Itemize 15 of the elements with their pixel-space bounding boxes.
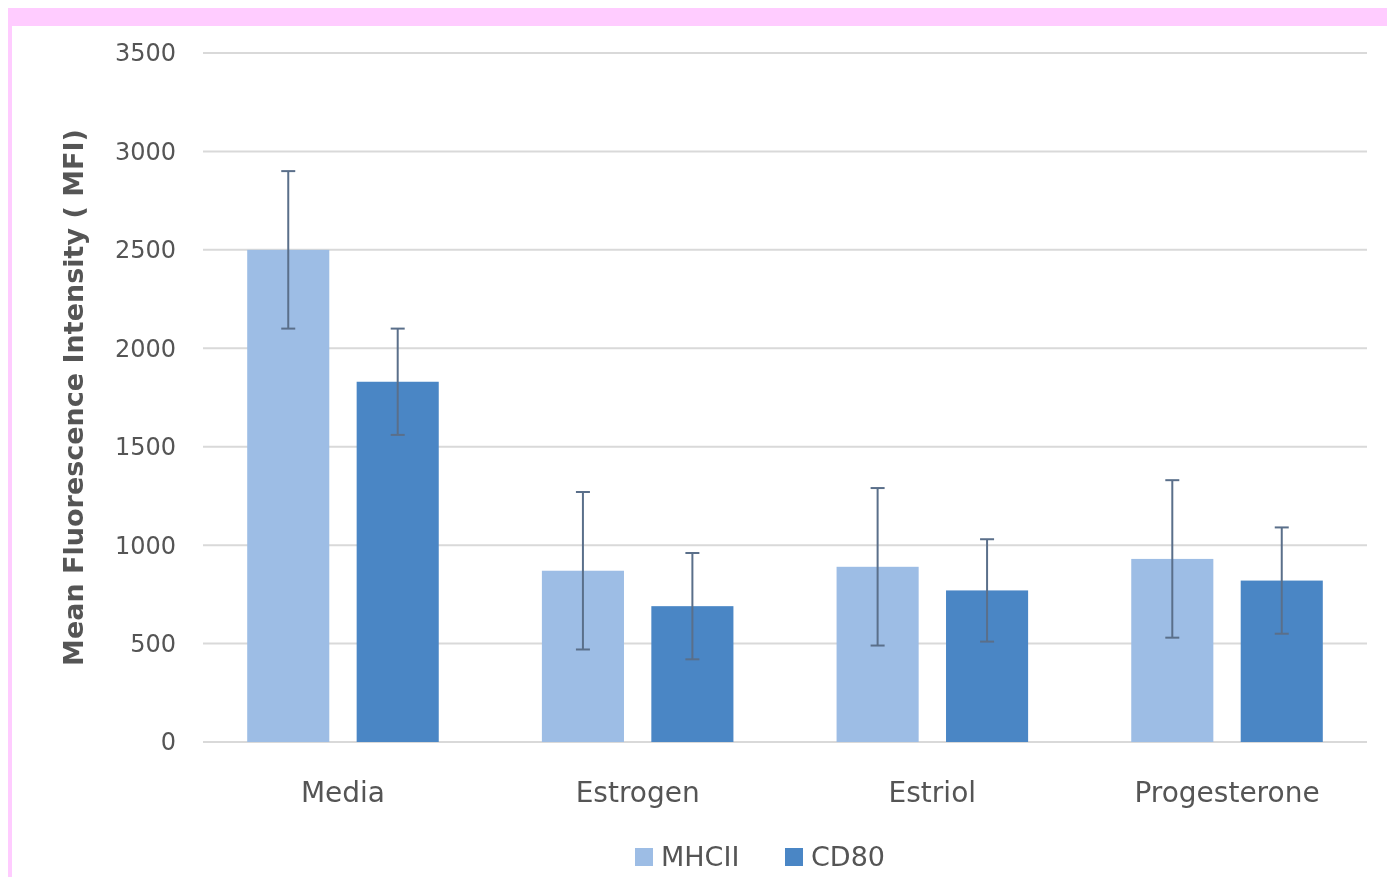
y-tick-label: 1000 <box>114 531 176 560</box>
x-tick-label: Estrogen <box>575 776 700 809</box>
x-tick-label: Estriol <box>888 776 977 809</box>
x-tick-label: Progesterone <box>1134 776 1320 809</box>
legend-label: MHCII <box>661 841 740 873</box>
y-tick-label: 500 <box>130 629 176 658</box>
legend-label: CD80 <box>811 841 885 873</box>
y-tick-label: 1500 <box>114 433 176 462</box>
y-tick-label: 3000 <box>114 137 176 166</box>
y-axis-title: Mean Fluorescence Intensity ( MFI) <box>58 129 89 666</box>
y-tick-label: 2500 <box>114 236 176 265</box>
x-tick-label: Media <box>300 776 386 809</box>
y-tick-label: 3500 <box>114 39 176 68</box>
y-tick-label: 2000 <box>114 334 176 363</box>
y-tick-label: 0 <box>160 728 176 757</box>
